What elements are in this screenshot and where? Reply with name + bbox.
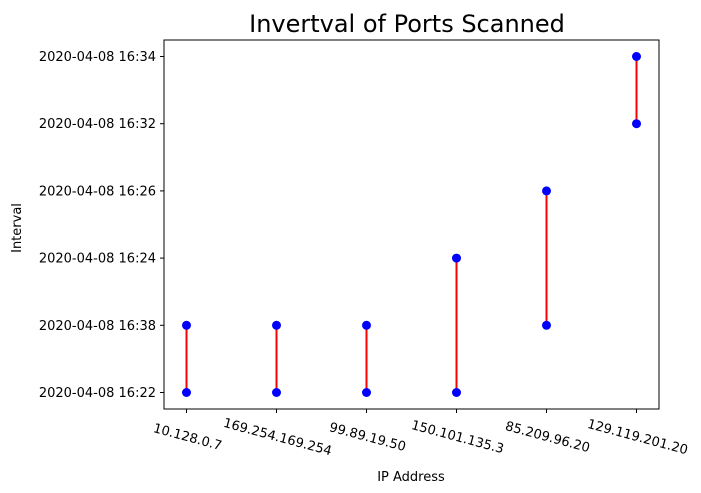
y-axis-label: Interval xyxy=(10,203,25,253)
interval-end-point xyxy=(362,320,371,330)
interval-start-point xyxy=(182,388,191,397)
interval-start-point xyxy=(452,388,461,397)
y-axis: 2020-04-08 16:22 2020-04-08 16:38 2020-04-… xyxy=(39,50,164,401)
interval-end-point xyxy=(272,320,281,330)
chart-title: Invertval of Ports Scanned xyxy=(249,10,565,38)
y-tick-label: 2020-04-08 16:32 xyxy=(39,117,156,132)
interval-end-point xyxy=(542,186,551,196)
y-tick-label: 2020-04-08 16:22 xyxy=(39,386,156,401)
interval-start-point xyxy=(362,388,371,397)
interval-start-point xyxy=(272,388,281,397)
x-tick-label: 99.89.19.50 xyxy=(328,420,408,455)
y-tick-label: 2020-04-08 16:26 xyxy=(39,184,156,199)
interval-start-point xyxy=(632,119,641,129)
interval-end-point xyxy=(452,253,461,263)
x-tick-label: 129.119.201.20 xyxy=(586,417,690,458)
y-tick-label: 2020-04-08 16:34 xyxy=(39,50,156,65)
interval-end-point xyxy=(632,52,641,61)
x-tick-label: 85.209.96.20 xyxy=(504,419,592,456)
series xyxy=(182,52,641,397)
x-tick-label: 150.101.135.3 xyxy=(410,418,506,457)
x-axis-label: IP Address xyxy=(377,470,445,485)
plot-area xyxy=(163,39,660,410)
y-tick-label: 2020-04-08 16:38 xyxy=(39,319,156,334)
interval-end-point xyxy=(182,320,191,330)
x-tick-label: 10.128.0.7 xyxy=(152,421,224,454)
x-tick-label: 169.254.169.254 xyxy=(222,416,334,459)
y-tick-label: 2020-04-08 16:24 xyxy=(39,252,156,267)
interval-start-point xyxy=(542,320,551,330)
